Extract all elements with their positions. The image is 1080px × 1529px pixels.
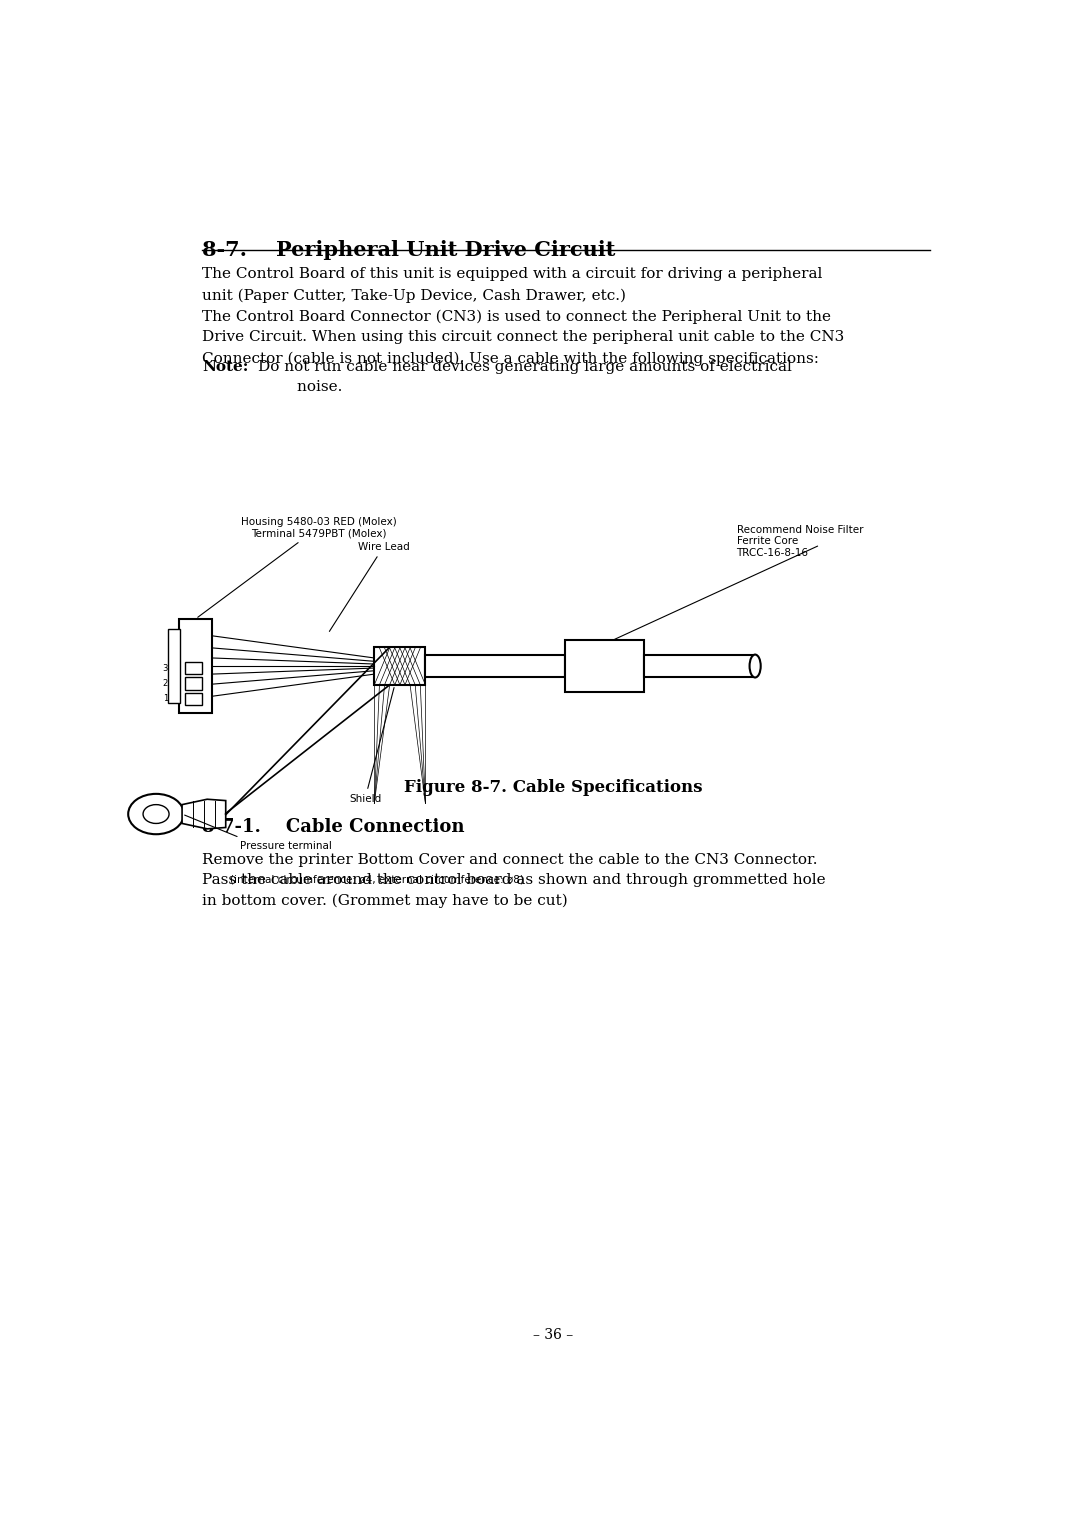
Bar	[185, 662, 202, 674]
Text: – 36 –: – 36 –	[534, 1327, 573, 1341]
Text: Note:: Note:	[202, 359, 248, 373]
Text: Shield: Shield	[349, 688, 394, 804]
Bar	[375, 647, 426, 685]
Text: The Control Board of this unit is equipped with a circuit for driving a peripher: The Control Board of this unit is equipp…	[202, 268, 845, 365]
Text: Figure 8-7. Cable Specifications: Figure 8-7. Cable Specifications	[404, 780, 703, 797]
Text: Recommend Noise Filter
Ferrite Core
TRCC-16-8-16: Recommend Noise Filter Ferrite Core TRCC…	[737, 524, 863, 558]
Bar	[185, 693, 202, 705]
Text: 2: 2	[163, 679, 168, 688]
Ellipse shape	[750, 654, 760, 677]
Bar	[426, 654, 565, 677]
Circle shape	[129, 794, 184, 835]
Bar	[168, 628, 180, 703]
Text: 1: 1	[163, 694, 168, 703]
Text: Pressure terminal: Pressure terminal	[240, 841, 332, 852]
Text: Remove the printer Bottom Cover and connect the cable to the CN3 Connector.
Pass: Remove the printer Bottom Cover and conn…	[202, 853, 825, 908]
Bar	[185, 677, 202, 690]
Polygon shape	[183, 800, 226, 829]
Text: Wire Lead: Wire Lead	[329, 541, 409, 631]
Text: 8-7-1.    Cable Connection: 8-7-1. Cable Connection	[202, 818, 464, 836]
Bar	[644, 654, 755, 677]
Bar	[179, 619, 212, 713]
Bar	[565, 641, 644, 691]
Text: 3: 3	[163, 664, 168, 673]
Text: Do not run cable near devices generating large amounts of electrical
        noi: Do not run cable near devices generating…	[258, 359, 792, 394]
Text: (internal circumference: ø4, external circumference: ø8): (internal circumference: ø4, external ci…	[230, 875, 524, 885]
Text: 8-7.    Peripheral Unit Drive Circuit: 8-7. Peripheral Unit Drive Circuit	[202, 240, 616, 260]
Circle shape	[143, 804, 170, 824]
Text: Housing 5480-03 RED (Molex)
Terminal 5479PBT (Molex): Housing 5480-03 RED (Molex) Terminal 547…	[198, 517, 396, 618]
